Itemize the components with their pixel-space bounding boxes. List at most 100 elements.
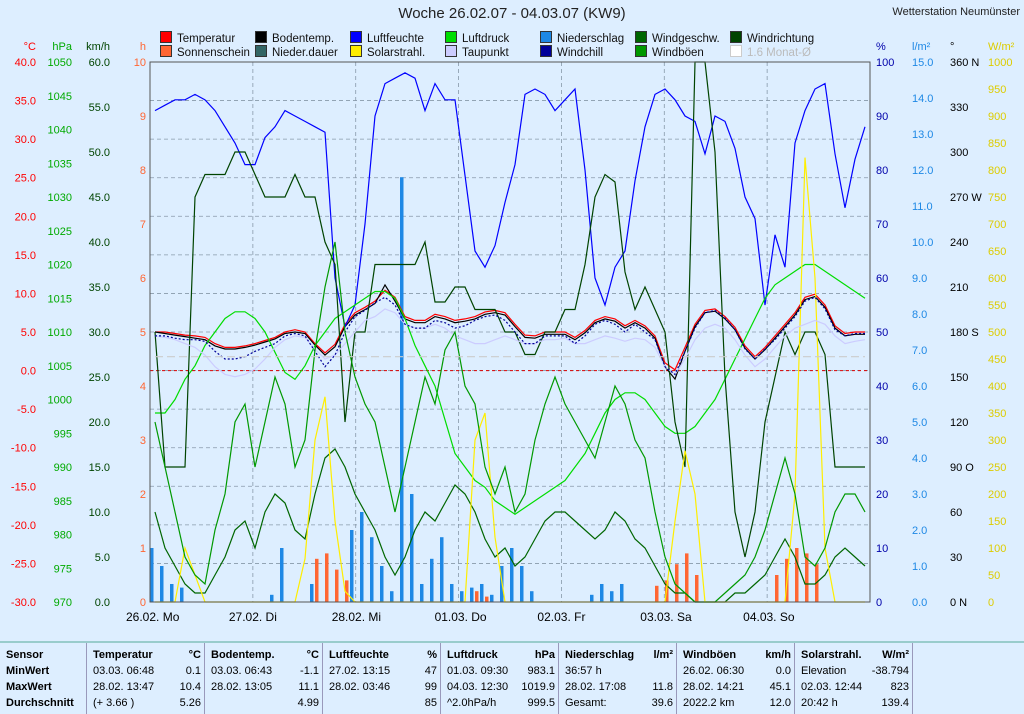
- y-tick-label: 2: [140, 489, 146, 501]
- precip-bar: [280, 548, 284, 602]
- legend-swatch: [255, 31, 267, 43]
- precip-bar: [160, 566, 164, 602]
- y-tick-label: 80: [876, 165, 888, 177]
- axis-unit: hPa: [52, 41, 72, 53]
- y-tick-label: 30: [876, 435, 888, 447]
- stats-cell: 27.02. 13:15: [329, 665, 391, 677]
- y-tick-label: 200: [988, 489, 1006, 501]
- y-tick-label: 2.0: [912, 525, 927, 537]
- stats-cell: 28.02. 14:21: [683, 681, 745, 693]
- y-tick-label: 25.0: [89, 372, 110, 384]
- y-tick-label: 90 O: [950, 462, 974, 474]
- y-tick-label: 70: [876, 219, 888, 231]
- y-tick-label: 3: [140, 435, 146, 447]
- y-tick-label: 8.0: [912, 309, 927, 321]
- y-tick-label: 10: [134, 57, 146, 69]
- stats-header: Solarstrahl.: [801, 649, 862, 661]
- y-tick-label: 9: [140, 111, 146, 123]
- chart-title: Woche 26.02.07 - 04.03.07 (KW9): [398, 5, 626, 22]
- stats-header: Sensor: [6, 649, 44, 661]
- y-tick-label: 700: [988, 219, 1006, 231]
- legend-label: Nieder.dauer: [272, 47, 338, 59]
- stats-col-temperature: Temperatur °C 03.03. 06:48 0.1 28.02. 13:4…: [86, 643, 205, 714]
- legend-item: Temperatur: [160, 31, 235, 46]
- stats-unit: °C: [188, 649, 201, 661]
- y-tick-label: 1050: [48, 57, 72, 69]
- y-tick-label: 90: [876, 111, 888, 123]
- legend-item: 1.6 Monat-Ø: [730, 45, 811, 60]
- y-tick-label: 970: [54, 597, 72, 609]
- sunshine-bar: [335, 569, 339, 602]
- y-tick-label: 980: [54, 530, 72, 542]
- stats-row-label: MaxWert: [6, 681, 52, 693]
- y-tick-label: 5.0: [912, 417, 927, 429]
- y-tick-label: 100: [988, 543, 1006, 555]
- legend-label: Niederschlag: [557, 33, 625, 45]
- sunshine-bar: [655, 585, 659, 602]
- stats-cell: 28.02. 03:46: [329, 681, 391, 693]
- stats-value: 11.8: [652, 681, 673, 693]
- stats-cell: 28.02. 17:08: [565, 681, 627, 693]
- legend-swatch: [445, 45, 457, 57]
- legend-label: Windrichtung: [747, 33, 815, 45]
- stats-cell: 01.03. 09:30: [447, 665, 509, 677]
- legend-item: Windrichtung: [730, 31, 814, 46]
- stats-value: 1019.9: [521, 681, 555, 693]
- y-tick-label: 150: [988, 516, 1006, 528]
- y-tick-label: 3.0: [912, 489, 927, 501]
- stats-value: 39.6: [651, 697, 673, 709]
- x-tick-label: 04.03. So: [743, 610, 795, 624]
- stats-header: Niederschlag: [565, 649, 635, 661]
- stats-col-humidity: Luftfeuchte% 27.02. 13:15 47 28.02. 03:46…: [322, 643, 441, 714]
- y-tick-label: 500: [988, 327, 1006, 339]
- x-tick-label: 01.03. Do: [435, 610, 487, 624]
- stats-header: Windböen: [683, 649, 737, 661]
- legend-swatch: [255, 45, 267, 57]
- y-tick-label: 240: [950, 237, 968, 249]
- axis-unit: l/m²: [912, 41, 931, 53]
- legend-swatch: [350, 31, 362, 43]
- stats-value: 823: [890, 681, 909, 693]
- stats-row-label: MinWert: [6, 665, 50, 677]
- precip-bar: [590, 594, 594, 602]
- y-tick-label: 14.0: [912, 93, 933, 105]
- stats-value: -1.1: [300, 665, 319, 677]
- y-tick-label: 9.0: [912, 273, 927, 285]
- stats-unit: °C: [306, 649, 319, 661]
- y-tick-label: 1020: [48, 260, 72, 272]
- y-tick-label: 7.0: [912, 345, 927, 357]
- precip-bar: [450, 584, 454, 602]
- stats-unit: %: [427, 649, 437, 661]
- precip-bar: [350, 530, 354, 602]
- stats-value: 4.99: [297, 697, 319, 709]
- series-luftfeuchte: [154, 72, 866, 329]
- y-tick-label: 5: [140, 327, 146, 339]
- legend-label: Bodentemp.: [272, 33, 335, 45]
- y-tick-label: 550: [988, 300, 1006, 312]
- y-tick-label: 60: [950, 507, 962, 519]
- stats-cell: 28.02. 13:47: [93, 681, 155, 693]
- legend-item: Nieder.dauer: [255, 45, 338, 60]
- legend-item: Luftdruck: [445, 31, 509, 46]
- precip-bar: [270, 594, 274, 602]
- precip-bar: [510, 548, 514, 602]
- y-tick-label: 1: [140, 543, 146, 555]
- sunshine-bar: [325, 553, 329, 602]
- y-tick-label: 8: [140, 165, 146, 177]
- y-tick-label: 25.0: [15, 173, 36, 185]
- x-tick-label: 02.03. Fr: [537, 610, 585, 624]
- y-tick-label: 360 N: [950, 57, 979, 69]
- legend-swatch: [540, 45, 552, 57]
- sunshine-bar: [475, 591, 479, 602]
- y-tick-label: 350: [988, 408, 1006, 420]
- y-tick-label: 120: [950, 417, 968, 429]
- legend-label: Sonnenschein: [177, 47, 250, 59]
- sunshine-bar: [805, 553, 809, 602]
- y-tick-label: 0.0: [95, 597, 110, 609]
- y-tick-label: 900: [988, 111, 1006, 123]
- y-tick-label: 300: [950, 147, 968, 159]
- y-tick-label: 45.0: [89, 192, 110, 204]
- sunshine-bar: [315, 558, 319, 602]
- stats-col-sensor: Sensor MinWert MaxWert Durchschnitt: [0, 643, 86, 714]
- stats-value: 983.1: [527, 665, 555, 677]
